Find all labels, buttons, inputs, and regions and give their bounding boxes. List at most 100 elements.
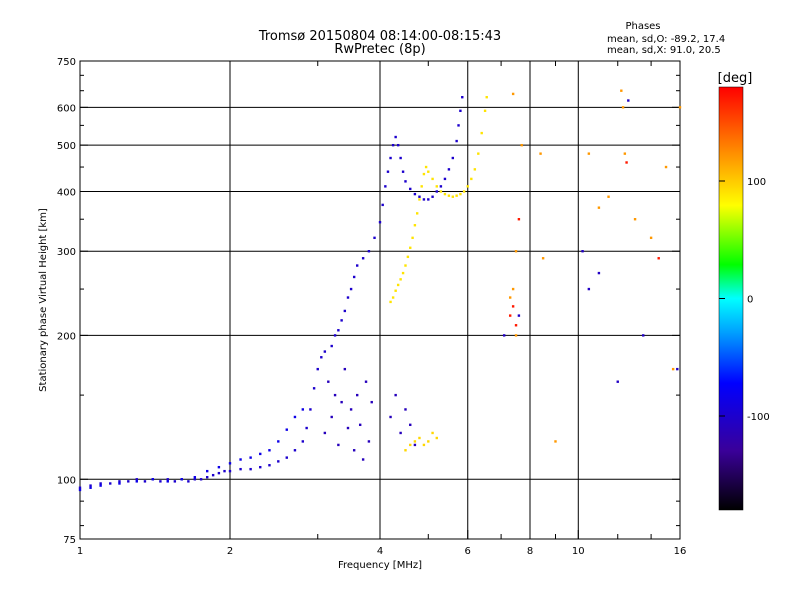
data-point [418,198,421,201]
data-point [391,296,395,299]
data-point [389,415,392,419]
data-point [597,271,601,275]
data-point [427,198,430,201]
data-point [455,139,458,143]
y-tick-label: 300 [57,247,76,258]
data-point [508,296,512,299]
data-point [420,185,423,188]
x-tick-label: 6 [465,546,471,557]
colorbar-tick-label: -100 [747,412,770,423]
data-point [285,456,288,459]
data-point [422,443,426,447]
data-point [411,236,414,240]
data-point [676,367,679,371]
data-point [249,467,252,471]
data-point [89,486,92,489]
data-point [633,218,637,221]
data-point [642,334,645,337]
data-point [333,393,337,397]
data-point [323,350,327,353]
data-point [312,387,316,390]
data-point [340,319,343,322]
data-point [511,305,515,308]
colorbar-ticks: 100 0 -100 [719,177,770,423]
data-point [664,165,668,169]
data-point [355,264,359,267]
data-point [401,170,405,173]
data-point [349,287,353,291]
data-point [135,480,138,483]
data-point [473,168,477,171]
data-point [249,456,252,459]
data-point [293,415,297,419]
data-point [330,344,333,348]
data-point [301,408,305,411]
data-points [78,89,682,492]
phases-mean-x: mean, sd,X: 91.0, 20.5 [607,45,721,56]
data-point [127,480,130,483]
data-point [389,300,392,304]
data-point [413,224,417,227]
y-tick-label: 400 [57,187,76,198]
data-point [99,482,102,485]
data-point [109,482,112,485]
data-point [427,440,430,443]
x-tick-label: 10 [572,546,585,557]
data-point [511,287,515,291]
x-tick-label: 1 [77,546,83,557]
data-point [327,380,330,383]
data-point [435,436,438,440]
data-point [118,482,121,485]
data-point [239,458,242,461]
data-point [431,431,434,435]
data-point [406,255,410,259]
data-point [187,480,190,483]
data-point [431,195,434,198]
data-point [330,415,333,419]
data-point [223,469,226,473]
data-point [396,143,400,147]
data-point [415,212,419,215]
data-point [361,257,365,260]
chart-subtitle: RwPretec (8p) [334,42,425,57]
data-point [587,287,591,291]
data-point [378,221,382,224]
data-point [470,177,473,181]
tick-labels: 1 2 4 6 8 10 16 75 100 200 300 400 500 600 750 [57,57,686,557]
data-point [457,124,460,127]
data-point [370,400,373,404]
data-point [485,95,488,99]
data-point [309,408,312,411]
data-point [399,278,402,281]
data-point [293,449,297,452]
data-point [285,428,288,431]
data-point [323,431,327,435]
data-point [381,203,384,207]
data-point [180,478,183,481]
y-tick-label: 600 [57,103,76,114]
data-point [409,246,412,249]
data-point [514,324,518,327]
data-point [502,334,506,337]
data-point [268,464,271,467]
data-point [520,143,523,147]
data-point [78,486,82,489]
data-point [143,480,147,483]
data-point [173,480,177,483]
colorbar-tick-label: 100 [747,177,766,188]
data-point [461,95,464,99]
data-point [455,194,458,197]
data-point [361,458,365,461]
data-point [217,471,221,475]
x-tick-label: 2 [227,546,233,557]
data-point [418,195,421,198]
data-point [517,314,521,317]
data-point [447,194,451,197]
data-point [451,195,455,198]
data-point [413,440,417,443]
data-point [409,187,412,191]
data-point [451,156,455,160]
data-point [399,156,402,160]
data-point [424,165,428,169]
